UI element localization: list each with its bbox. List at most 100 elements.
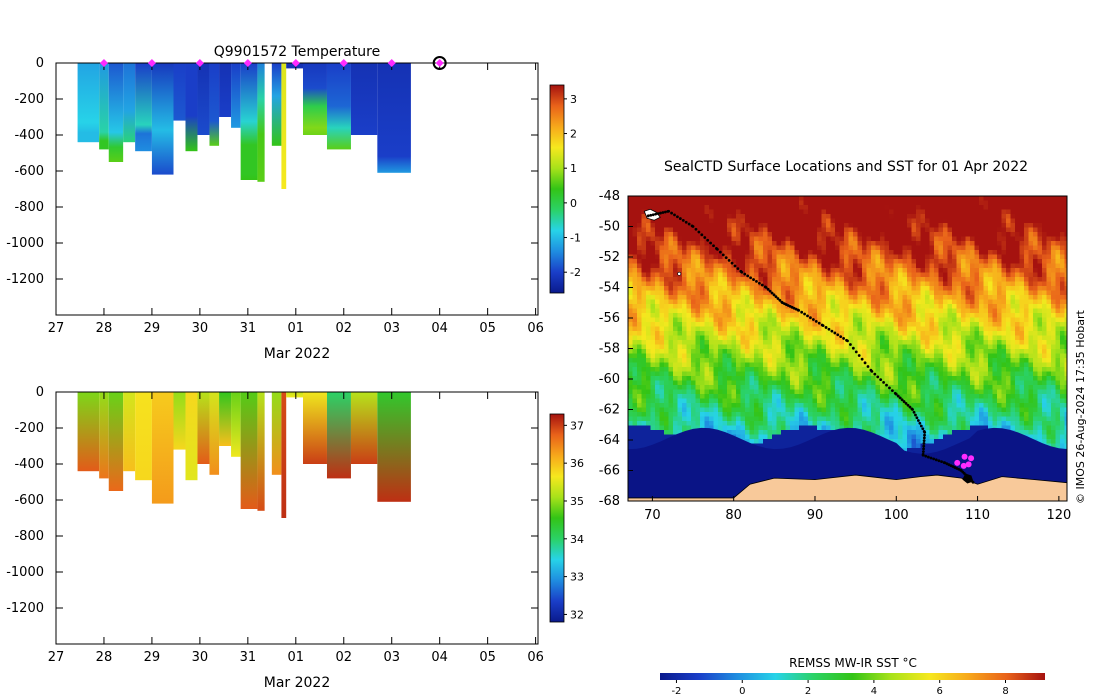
sst-cell: [889, 205, 894, 210]
sst-cell: [898, 353, 903, 359]
sst-cell: [790, 407, 795, 413]
sst-cell: [763, 367, 768, 372]
sst-cell: [952, 358, 957, 363]
sst-cell: [664, 344, 669, 350]
sst-cell: [898, 398, 903, 404]
sst-cell: [920, 362, 926, 368]
sst-cell: [974, 398, 980, 404]
sst-cell: [839, 412, 845, 417]
sst-cell: [889, 209, 894, 215]
sst-cell: [790, 299, 795, 305]
sst-cell: [637, 263, 642, 269]
sst-cell: [970, 286, 975, 291]
sst-cell: [965, 214, 971, 219]
sst-cell: [934, 335, 939, 341]
sst-cell: [803, 218, 809, 224]
sst-cell: [983, 295, 989, 300]
sst-cell: [974, 295, 980, 300]
sst-cell: [722, 313, 728, 318]
sst-cell: [709, 218, 714, 224]
sst-cell: [803, 209, 809, 215]
sst-cell: [803, 205, 809, 210]
sst-cell: [1010, 223, 1016, 228]
sst-cell: [848, 344, 854, 350]
sst-cell: [686, 214, 692, 219]
sst-cell: [830, 223, 836, 228]
sst-cell: [668, 308, 674, 314]
sst-cell: [821, 259, 827, 264]
sst-cell: [808, 277, 813, 282]
sst-cell: [772, 385, 777, 390]
sst-cell: [947, 196, 953, 201]
sst-cell: [1006, 331, 1011, 336]
sst-cell: [889, 223, 894, 228]
sst-cell: [799, 380, 804, 386]
sst-cell: [1060, 250, 1065, 255]
sst-cell: [1051, 232, 1056, 237]
sst-cell: [997, 313, 1002, 318]
sst-cell: [916, 232, 921, 237]
sst-cell: [983, 313, 989, 318]
sst-cell: [902, 263, 908, 269]
sst-cell: [956, 259, 962, 264]
sst-cell: [992, 218, 998, 224]
sst-cell: [736, 367, 741, 372]
sst-cell: [1037, 286, 1043, 291]
sst-cell: [898, 335, 903, 341]
sst-cell: [659, 218, 665, 224]
sst-cell: [898, 344, 903, 350]
sst-cell: [808, 232, 813, 237]
sst-cell: [938, 236, 944, 242]
sst-cell: [727, 214, 732, 219]
sst-cell: [637, 371, 642, 377]
sst-cell: [853, 344, 858, 350]
sst-cell: [844, 380, 849, 386]
sst-cell: [898, 223, 903, 228]
sst-cell: [803, 340, 809, 345]
sst-cell: [799, 263, 804, 269]
sst-cell: [1019, 335, 1025, 341]
sst-cell: [983, 326, 989, 332]
sst-cell: [974, 218, 980, 224]
sst-cell: [749, 218, 755, 224]
sst-cell: [871, 335, 876, 341]
sst-cell: [902, 322, 908, 327]
sst-cell: [1015, 268, 1020, 273]
sst-cell: [983, 340, 989, 345]
sst-cell: [1010, 218, 1016, 224]
sst-cell: [749, 380, 755, 386]
sst-cell: [763, 335, 768, 341]
sst-cell: [1033, 281, 1038, 287]
sst-cell: [785, 295, 791, 300]
sst-cell: [740, 412, 746, 417]
sst-cell: [785, 331, 791, 336]
sst-cell: [799, 223, 804, 228]
sst-cell: [974, 367, 980, 372]
sst-cell: [736, 281, 741, 287]
sst-cell: [1064, 259, 1067, 264]
sst-cell: [754, 313, 759, 318]
sst-cell: [713, 335, 719, 341]
sst-cell: [736, 317, 741, 323]
sst-cell: [853, 407, 858, 413]
sst-cell: [682, 223, 687, 228]
sst-cell: [745, 259, 750, 264]
sst-cell: [695, 389, 701, 395]
sst-cell: [821, 299, 827, 305]
sst-cell: [808, 200, 813, 206]
sst-cell: [866, 376, 872, 381]
sst-cell: [848, 268, 854, 273]
sst-cell: [875, 200, 881, 206]
sst-cell: [979, 250, 984, 255]
sst-cell: [943, 362, 948, 368]
sst-cell: [628, 205, 633, 210]
sst-cell: [920, 349, 926, 354]
sst-cell: [808, 218, 813, 224]
sst-cell: [722, 268, 728, 273]
sst-cell: [1015, 407, 1020, 413]
sst-cell: [952, 254, 957, 260]
sst-cell: [794, 349, 800, 354]
sst-cell: [911, 290, 917, 296]
sst-cell: [799, 299, 804, 305]
sst-cell: [1001, 272, 1007, 278]
